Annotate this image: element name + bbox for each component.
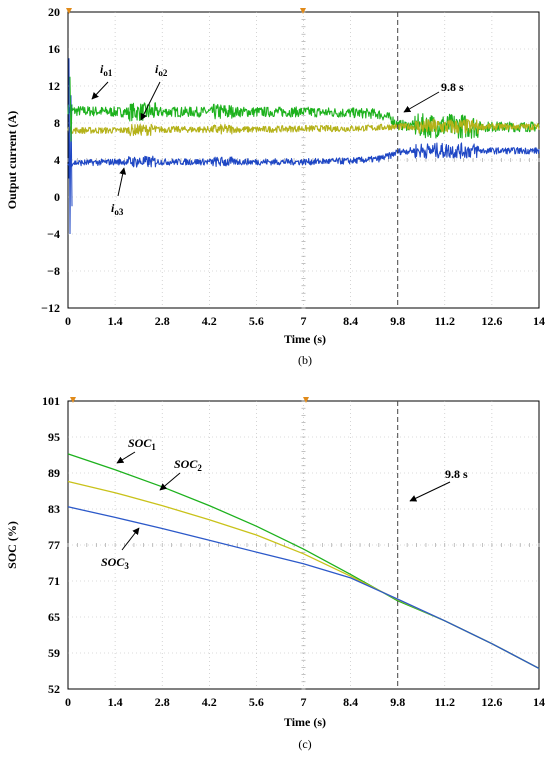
y-axis-label: SOC (%) <box>5 521 19 569</box>
series-label-soc2: SOC2 <box>174 457 202 473</box>
y-tick-labels: 20 16 12 8 4 0 −4 −8 −12 <box>41 5 60 315</box>
y-tick-label: 71 <box>48 574 60 588</box>
x-tick-label: 12.6 <box>481 314 502 328</box>
x-tick-label: 0 <box>65 314 71 328</box>
x-tick-label: 1.4 <box>108 695 123 709</box>
x-tick-label: 4.2 <box>202 314 217 328</box>
arrow-soc1 <box>116 451 136 464</box>
y-tick-label: 4 <box>54 153 60 167</box>
event-arrow <box>403 91 440 113</box>
x-tick-label: 8.4 <box>343 314 358 328</box>
y-tick-label: 52 <box>48 682 60 696</box>
series-label-soc3: SOC3 <box>101 555 129 571</box>
startup-transient <box>69 76 73 142</box>
arrow-io2 <box>140 81 161 121</box>
arrow-soc2 <box>159 472 181 491</box>
series-label-io3: io3 <box>111 201 124 217</box>
arrow-io3 <box>117 167 127 197</box>
x-tick-label: 14 <box>533 695 545 709</box>
trigger-marker-left <box>66 8 72 14</box>
series-layer <box>67 453 540 669</box>
x-tick-label: 2.8 <box>155 695 170 709</box>
x-tick-labels: 0 1.4 2.8 4.2 5.6 7 8.4 9.8 11.2 12.6 14 <box>65 314 545 328</box>
panel-caption: (c) <box>298 737 311 751</box>
trigger-marker-mid <box>300 8 306 14</box>
x-tick-label: 14 <box>533 314 545 328</box>
y-tick-label: 16 <box>48 42 60 56</box>
series-label-soc1: SOC1 <box>128 436 156 452</box>
y-tick-label: 20 <box>48 5 60 19</box>
trigger-marker-left <box>70 397 76 403</box>
x-tick-label: 11.2 <box>435 695 455 709</box>
arrow-soc3 <box>121 527 140 551</box>
y-tick-label: 77 <box>48 538 60 552</box>
x-tick-label: 5.6 <box>249 695 264 709</box>
y-tick-labels: 101 95 89 83 77 71 65 59 52 <box>42 394 60 696</box>
event-time-label: 9.8 s <box>445 467 468 481</box>
y-tick-label: 101 <box>42 394 60 408</box>
y-tick-label: 12 <box>48 79 60 93</box>
x-tick-label: 2.8 <box>155 314 170 328</box>
series-label-io1: io1 <box>100 62 113 78</box>
arrow-io1 <box>91 81 109 100</box>
x-axis-label: Time (s) <box>284 332 326 346</box>
panel-caption: (b) <box>298 353 312 367</box>
x-tick-label: 1.4 <box>108 314 123 328</box>
y-tick-label: 59 <box>48 646 60 660</box>
y-tick-label: 89 <box>48 466 60 480</box>
y-axis-label: Output current (A) <box>5 111 19 209</box>
output-current-chart: 20 16 12 8 4 0 −4 −8 −12 0 1.4 2.8 4.2 5.6 7 8.4 9.8 11.… <box>5 5 545 367</box>
event-time-label: 9.8 s <box>441 80 464 94</box>
x-tick-label: 4.2 <box>202 695 217 709</box>
y-tick-label: −8 <box>47 264 60 278</box>
y-tick-label: −4 <box>47 227 60 241</box>
series-label-io2: io2 <box>155 62 168 78</box>
x-tick-label: 5.6 <box>249 314 264 328</box>
y-tick-label: 65 <box>48 610 60 624</box>
series-line-io2 <box>67 118 540 137</box>
x-tick-label: 11.2 <box>435 314 455 328</box>
x-tick-label: 9.8 <box>390 695 405 709</box>
x-tick-label: 7 <box>301 314 307 328</box>
x-axis-label: Time (s) <box>284 715 326 729</box>
y-tick-label: 8 <box>54 116 60 130</box>
x-tick-label: 12.6 <box>481 695 502 709</box>
y-tick-label: −12 <box>41 301 60 315</box>
series-line-io3 <box>67 142 540 168</box>
x-tick-label: 9.8 <box>390 314 405 328</box>
y-tick-label: 0 <box>54 190 60 204</box>
x-tick-labels: 0 1.4 2.8 4.2 5.6 7 8.4 9.8 11.2 12.6 14 <box>65 695 545 709</box>
x-tick-label: 8.4 <box>343 695 358 709</box>
event-arrow <box>409 481 451 502</box>
soc-chart: 101 95 89 83 77 71 65 59 52 0 1.4 2.8 4.2 5.6 7 8.4 9.8… <box>5 394 545 751</box>
trigger-marker-mid <box>303 397 309 403</box>
series-line-SOC3 <box>67 506 540 669</box>
y-tick-label: 95 <box>48 430 60 444</box>
x-tick-label: 0 <box>65 695 71 709</box>
y-tick-label: 83 <box>48 502 60 516</box>
x-tick-label: 7 <box>301 695 307 709</box>
